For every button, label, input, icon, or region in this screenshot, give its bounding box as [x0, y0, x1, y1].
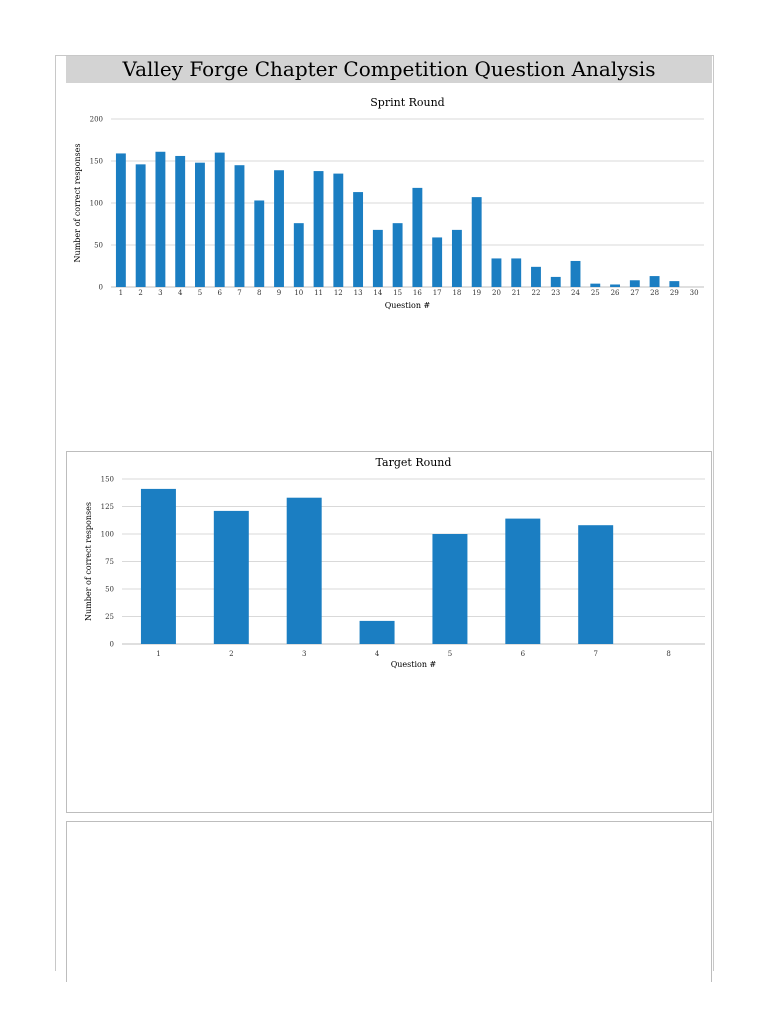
x-tick-label: 23	[551, 289, 560, 297]
x-tick-label: 5	[448, 650, 452, 658]
sprint-chart-container: Sprint Round 0 50 100 150 200 1 2 3 4 5 6 7 8 9 10 11 12 1…	[66, 84, 712, 334]
y-tick-label: 200	[90, 116, 103, 124]
bar	[590, 283, 601, 287]
bar	[155, 151, 166, 287]
bar	[254, 200, 265, 287]
target-chart-container: Target Round 0 25 50 75 100 125 150 1 2 3 4 5 6 7 8 Ques…	[66, 451, 712, 813]
x-tick-label: 16	[413, 289, 422, 297]
x-tick-label: 3	[158, 289, 162, 297]
y-tick-label: 100	[101, 531, 114, 539]
bar	[511, 258, 522, 287]
bar	[195, 162, 205, 287]
y-tick-label: 50	[105, 586, 114, 594]
x-tick-label: 6	[521, 650, 526, 658]
y-tick-label: 150	[90, 158, 103, 166]
x-tick-label: 2	[138, 289, 142, 297]
y-axis-label: Number of correct responses	[84, 502, 93, 621]
bar	[412, 187, 423, 287]
bar	[392, 223, 403, 287]
bar	[140, 488, 176, 644]
bar	[313, 171, 324, 287]
x-tick-label: 17	[433, 289, 442, 297]
bar	[359, 620, 395, 644]
bar	[578, 525, 614, 644]
bar	[286, 497, 322, 644]
x-tick-label: 4	[178, 289, 183, 297]
x-tick-label: 19	[472, 289, 481, 297]
bar	[175, 155, 186, 287]
bar	[432, 237, 443, 287]
x-tick-label: 24	[571, 289, 580, 297]
x-tick-label: 11	[314, 289, 323, 297]
x-tick-label: 5	[198, 289, 202, 297]
x-tick-label: 18	[452, 289, 461, 297]
y-tick-label: 0	[110, 641, 114, 649]
bar	[432, 534, 468, 644]
bar	[570, 260, 581, 287]
bar	[471, 197, 482, 287]
x-tick-label: 29	[670, 289, 679, 297]
page-title: Valley Forge Chapter Competition Questio…	[66, 56, 712, 83]
bar	[550, 276, 561, 287]
bar	[214, 152, 225, 287]
x-axis-label: Question #	[391, 660, 437, 669]
x-tick-label: 13	[354, 289, 363, 297]
x-tick-label: 9	[277, 289, 281, 297]
chart-title: Target Round	[376, 456, 452, 469]
bar	[669, 281, 680, 287]
bar	[333, 173, 344, 287]
bar	[293, 223, 304, 287]
x-tick-label: 15	[393, 289, 402, 297]
page-frame	[55, 55, 714, 971]
x-tick-label: 10	[294, 289, 303, 297]
bar	[353, 192, 364, 287]
y-tick-label: 75	[105, 558, 114, 566]
bar	[491, 258, 502, 287]
bar	[213, 510, 249, 644]
bar	[115, 153, 126, 287]
x-tick-label: 1	[156, 650, 160, 658]
target-chart: Target Round 0 25 50 75 100 125 150 1 2 3 4 5 6 7 8 Ques…	[84, 456, 705, 669]
x-tick-label: 30	[690, 289, 699, 297]
x-tick-label: 25	[591, 289, 600, 297]
x-tick-label: 22	[532, 289, 541, 297]
y-axis-label: Number of correct responses	[73, 144, 82, 263]
y-tick-label: 125	[101, 503, 114, 511]
x-tick-label: 8	[666, 650, 670, 658]
x-tick-label: 3	[302, 650, 306, 658]
bar	[274, 170, 284, 287]
bar	[234, 165, 245, 287]
x-tick-label: 12	[334, 289, 343, 297]
x-tick-label: 28	[650, 289, 659, 297]
bar	[451, 229, 462, 287]
y-tick-label: 0	[99, 284, 103, 292]
empty-chart-container	[66, 821, 712, 982]
y-tick-label: 25	[105, 613, 114, 621]
x-tick-label: 7	[593, 650, 597, 658]
x-tick-label: 26	[611, 289, 620, 297]
x-tick-label: 21	[512, 289, 521, 297]
chart-title: Sprint Round	[370, 96, 444, 109]
bar	[531, 266, 541, 287]
x-tick-label: 27	[630, 289, 639, 297]
bar	[629, 280, 640, 287]
x-axis-label: Question #	[385, 301, 431, 310]
x-tick-label: 7	[237, 289, 241, 297]
y-tick-label: 50	[94, 242, 103, 250]
x-tick-label: 8	[257, 289, 261, 297]
bar	[610, 284, 620, 287]
x-tick-label: 4	[375, 650, 380, 658]
y-tick-label: 100	[90, 200, 103, 208]
bar	[649, 276, 660, 287]
x-tick-label: 1	[119, 289, 123, 297]
x-tick-label: 2	[229, 650, 233, 658]
bar	[135, 164, 146, 287]
x-tick-label: 20	[492, 289, 501, 297]
x-tick-label: 14	[373, 289, 382, 297]
y-tick-label: 150	[101, 476, 114, 484]
bar	[505, 518, 541, 644]
x-tick-label: 6	[217, 289, 222, 297]
bar	[372, 229, 383, 287]
